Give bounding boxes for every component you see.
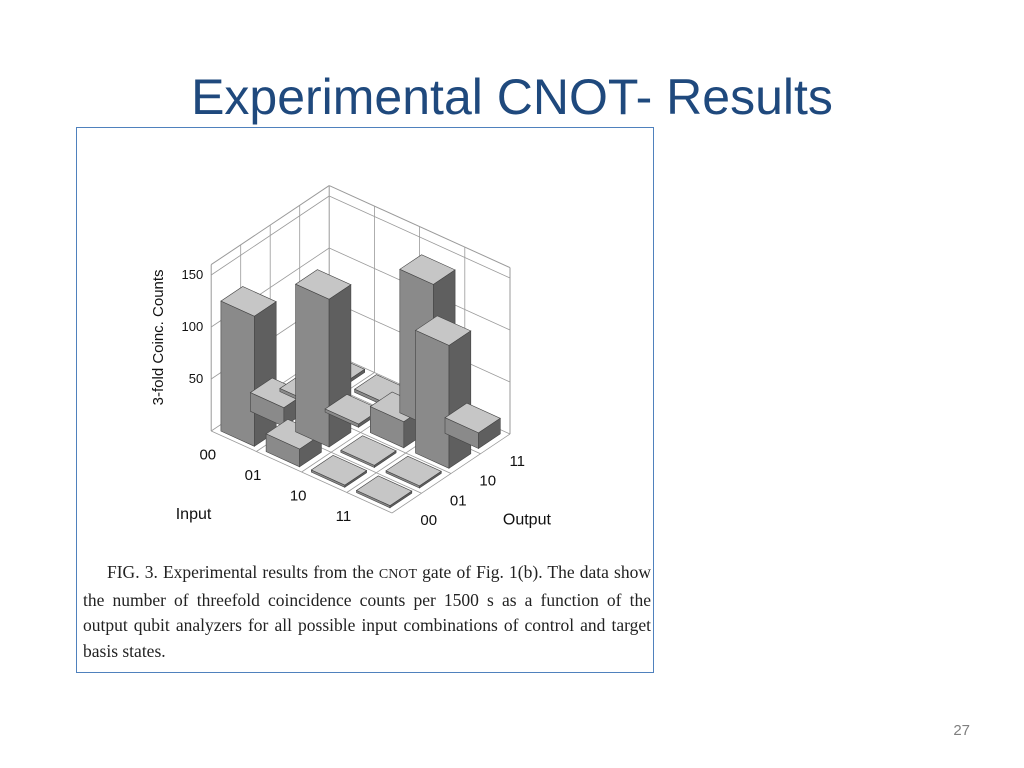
output-tick-label: 11: [509, 453, 525, 470]
bar-right-face: [328, 284, 352, 448]
z-tick-label: 50: [189, 371, 203, 386]
input-tick-label: 10: [290, 487, 307, 504]
output-axis-label: Output: [503, 512, 552, 529]
output-tick-label: 00: [420, 512, 437, 529]
bar-right-face: [448, 330, 472, 469]
bar: [220, 286, 277, 447]
input-tick-label: 01: [245, 467, 262, 484]
bar-right-face: [254, 301, 277, 447]
bar-left-face: [220, 300, 255, 447]
bar: [414, 315, 472, 469]
bar-right-face: [344, 470, 367, 488]
input-tick-label: 11: [336, 508, 352, 525]
input-tick-label: 00: [199, 446, 216, 463]
wall-grid-line: [210, 195, 330, 276]
bar-right-face: [389, 490, 413, 509]
bar: [310, 455, 368, 488]
caption-cnot: CNOT: [378, 567, 418, 582]
output-tick-label: 10: [479, 473, 496, 490]
caption-text-start: FIG. 3. Experimental results from the: [107, 562, 379, 582]
bar: [355, 475, 413, 509]
figure-caption: FIG. 3. Experimental results from the CN…: [83, 560, 651, 664]
bar-right-face: [478, 417, 501, 450]
bar: [444, 402, 501, 450]
caption-text-end: gate of Fig. 1(b). The data show the num…: [83, 562, 651, 661]
bar-left-face: [295, 283, 330, 448]
bar: [385, 455, 442, 489]
bar-right-face: [373, 450, 397, 469]
wall-grid-line: [329, 195, 511, 279]
3d-bar-chart: 50 100 150 00 01 10 11 00 01 10 11 Input Output 3-fol…: [150, 185, 552, 529]
bar: [294, 269, 352, 448]
bar-left-face: [415, 329, 450, 469]
output-tick-label: 01: [450, 492, 467, 509]
z-tick-label: 150: [181, 267, 203, 282]
bar: [265, 418, 323, 468]
bar-right-face: [419, 470, 442, 489]
input-axis-label: Input: [176, 506, 212, 523]
slide-title: Experimental CNOT- Results: [191, 69, 833, 125]
page-number: 27: [953, 722, 970, 739]
z-axis-label: 3-fold Coinc. Counts: [150, 269, 167, 405]
bar: [340, 435, 397, 469]
figure-panel: 50 100 150 00 01 10 11 00 01 10 11 Input Output 3-fol…: [76, 127, 654, 673]
z-tick-label: 100: [181, 319, 203, 334]
